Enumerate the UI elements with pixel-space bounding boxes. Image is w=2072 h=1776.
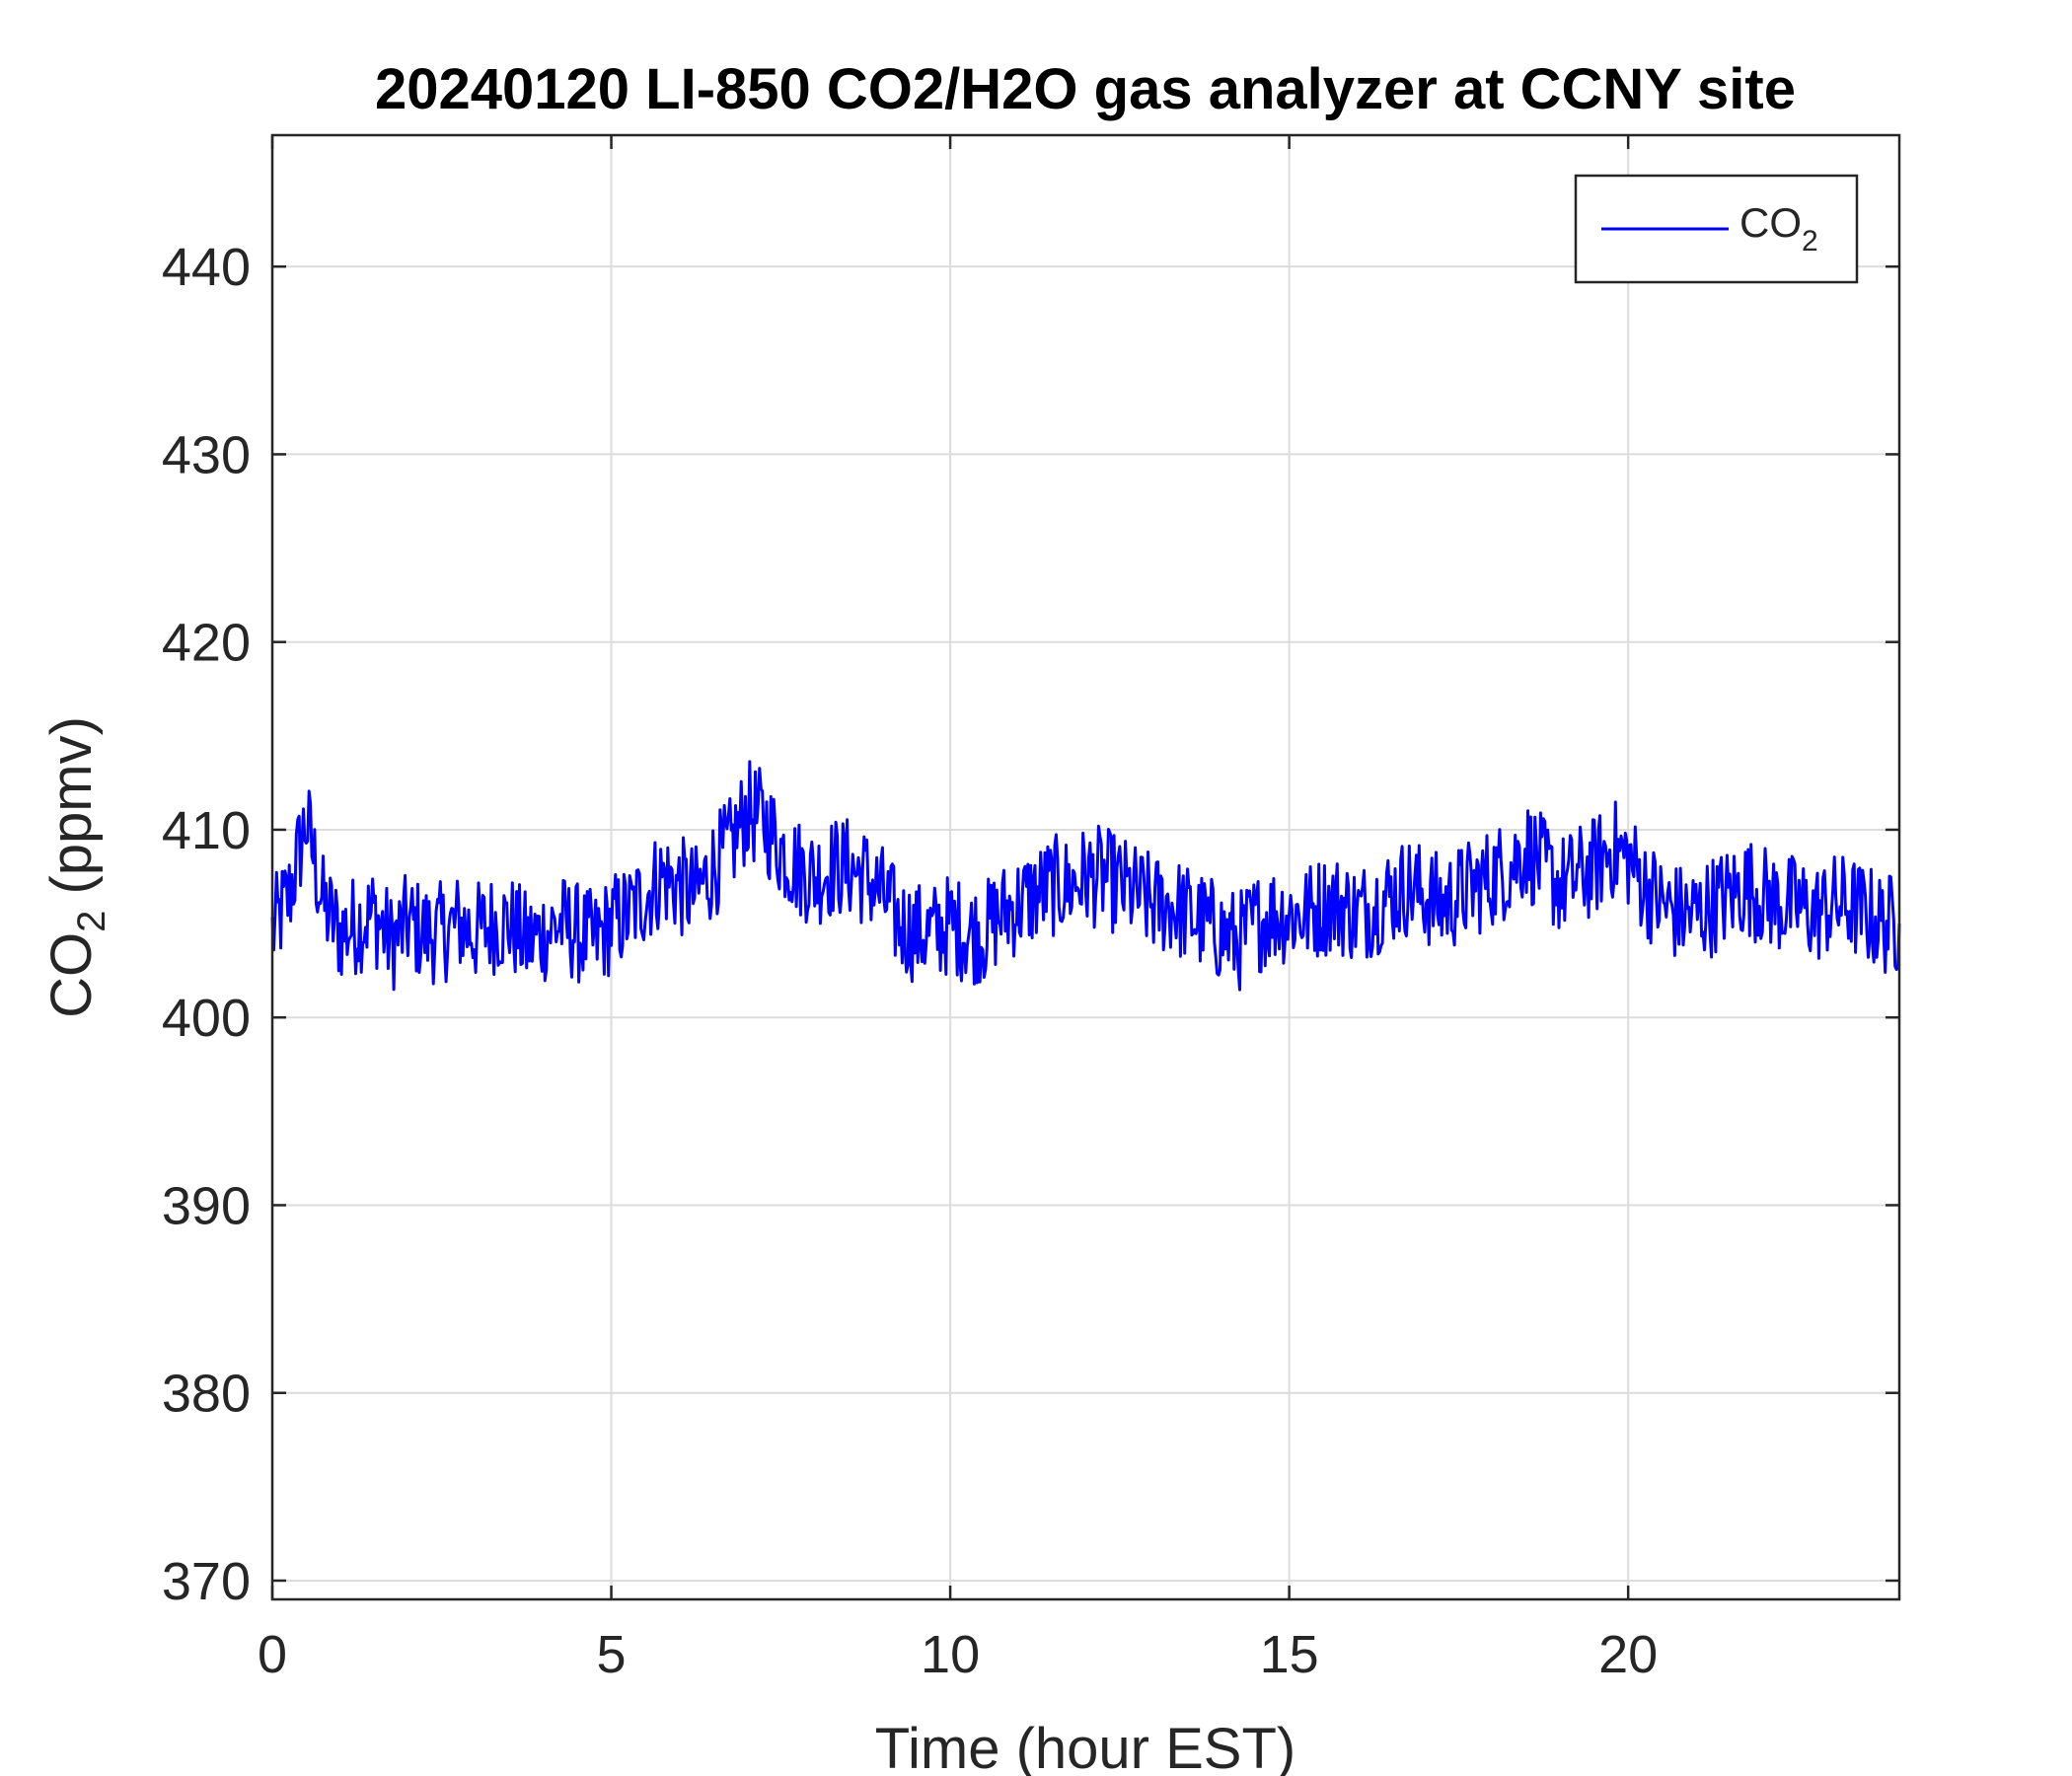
x-tick-label: 5 [597, 1625, 627, 1684]
y-axis-ticks: 370 380 390 400 410 420 430 440 [162, 238, 1899, 1611]
y-axis-label: CO2 (ppmv) [39, 716, 113, 1018]
y-tick-label: 370 [162, 1552, 251, 1611]
y-tick-label: 440 [162, 238, 251, 297]
x-axis-label: Time (hour EST) [875, 1717, 1295, 1776]
plot-frame [270, 133, 1901, 1601]
x-tick-label: 10 [921, 1625, 980, 1684]
legend-entry-base: CO [1739, 199, 1802, 246]
x-tick-label: 0 [258, 1625, 287, 1684]
y-tick-label: 430 [162, 425, 251, 484]
y-axis-label-rest: (ppmv) [39, 716, 104, 911]
y-tick-label: 420 [162, 614, 251, 673]
legend-entry-subscript: 2 [1802, 225, 1818, 258]
y-tick-label: 410 [162, 801, 251, 860]
y-tick-label: 390 [162, 1176, 251, 1235]
legend-entry-co2: CO2 [1739, 199, 1818, 258]
legend: CO2 [1574, 174, 1859, 284]
x-tick-label: 15 [1260, 1625, 1319, 1684]
x-tick-label: 20 [1598, 1625, 1658, 1684]
y-tick-label: 380 [162, 1365, 251, 1424]
co2-series-line [270, 760, 1901, 992]
y-tick-label: 400 [162, 989, 251, 1048]
x-axis-ticks: 0 5 10 15 20 [258, 135, 1658, 1684]
y-axis-label-subscript: 2 [70, 911, 113, 932]
y-gridlines [272, 265, 1899, 1582]
chart-title: 20240120 LI-850 CO2/H2O gas analyzer at … [375, 57, 1796, 121]
y-axis-label-base: CO [39, 932, 104, 1018]
